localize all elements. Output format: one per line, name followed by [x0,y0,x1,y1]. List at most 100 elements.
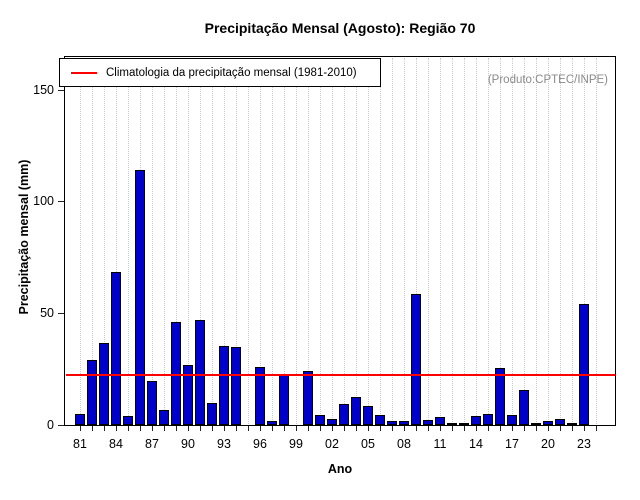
year-gridline [223,58,225,424]
x-axis-tick-label: 11 [433,437,447,451]
y-axis-tick-label: 150 [33,82,54,97]
x-axis-tick [596,426,597,431]
year-gridline [379,58,381,424]
y-axis-tick-label: 100 [33,194,54,209]
bar-2007 [387,420,397,425]
bar-2002 [327,418,337,425]
bar-1988 [159,409,169,425]
year-gridline [595,58,597,424]
x-axis-tick-label: 14 [469,437,483,451]
x-axis-tick [512,426,513,431]
year-gridline [295,58,297,424]
x-axis-tick [164,426,165,431]
year-gridline [427,58,429,424]
x-axis-tick [332,426,333,431]
x-axis-tick-label: 23 [577,437,591,451]
year-gridline [391,58,393,424]
product-note: (Produto:CPTEC/INPE) [487,74,608,86]
year-gridline [79,58,81,424]
x-axis-tick [296,426,297,431]
year-gridline [439,58,441,424]
bar-1990 [183,364,193,425]
x-axis-tick-label: 20 [541,437,555,451]
y-axis-tick [58,201,64,203]
x-axis-tick [464,426,465,431]
bar-2006 [375,414,385,425]
x-axis-tick [104,426,105,431]
bar-2010 [423,419,433,425]
bar-2013 [459,422,469,425]
bar-1981 [75,413,85,425]
x-axis-tick-label: 90 [181,437,195,451]
x-axis-tick [128,426,129,431]
x-axis-tick [188,426,189,431]
x-axis-tick-label: 96 [253,437,267,451]
year-gridline [343,58,345,424]
x-axis-tick [368,426,369,431]
year-gridline [511,58,513,424]
x-axis-tick [476,426,477,431]
year-gridline [235,58,237,424]
bar-2018 [519,389,529,425]
year-gridline [355,58,357,424]
x-axis-tick-label: 93 [217,437,231,451]
year-gridline [115,58,117,424]
year-gridline [175,58,177,424]
bar-1996 [255,366,265,425]
x-axis-tick [116,426,117,431]
year-gridline [247,58,249,424]
x-axis-tick [416,426,417,431]
x-axis-tick [452,426,453,431]
x-axis-tick [176,426,177,431]
year-gridline [127,58,129,424]
bar-1992 [207,402,217,425]
year-gridline [403,58,405,424]
bar-1989 [171,321,181,425]
bar-2016 [495,367,505,425]
x-axis-tick [440,426,441,431]
year-gridline [523,58,525,424]
bar-1985 [123,415,133,425]
x-axis-tick [572,426,573,431]
bar-1986 [135,169,145,425]
x-axis-tick [308,426,309,431]
year-gridline [259,58,261,424]
bar-1984 [111,271,121,425]
x-axis-tick [80,426,81,431]
x-axis-tick [212,426,213,431]
year-gridline [463,58,465,424]
year-gridline [187,58,189,424]
x-axis-tick [200,426,201,431]
bar-2015 [483,413,493,425]
x-axis-tick [260,426,261,431]
x-axis-tick [584,426,585,431]
x-axis-tick-label: 87 [145,437,159,451]
year-gridline [271,58,273,424]
y-axis-tick [58,424,64,426]
y-axis-tick [58,312,64,314]
x-axis-tick [488,426,489,431]
x-axis-tick-label: 08 [397,437,411,451]
x-axis-tick [224,426,225,431]
year-gridline [559,58,561,424]
bar-2020 [543,420,553,425]
x-axis-tick [428,426,429,431]
year-gridline [211,58,213,424]
climatology-line [65,374,615,377]
x-axis-tick [272,426,273,431]
x-axis-tick [380,426,381,431]
bar-2001 [315,414,325,425]
bar-2017 [507,414,517,425]
climatology-line-sample [71,71,97,74]
legend-label: Climatologia da precipitação mensal (198… [106,66,357,79]
bar-1994 [231,346,241,425]
y-axis-tick-label: 0 [47,417,54,432]
bar-2023 [579,303,589,425]
x-axis-tick [140,426,141,431]
x-axis-tick [356,426,357,431]
x-axis-tick-label: 84 [109,437,123,451]
year-gridline [415,58,417,424]
year-gridline [571,58,573,424]
year-gridline [103,58,105,424]
